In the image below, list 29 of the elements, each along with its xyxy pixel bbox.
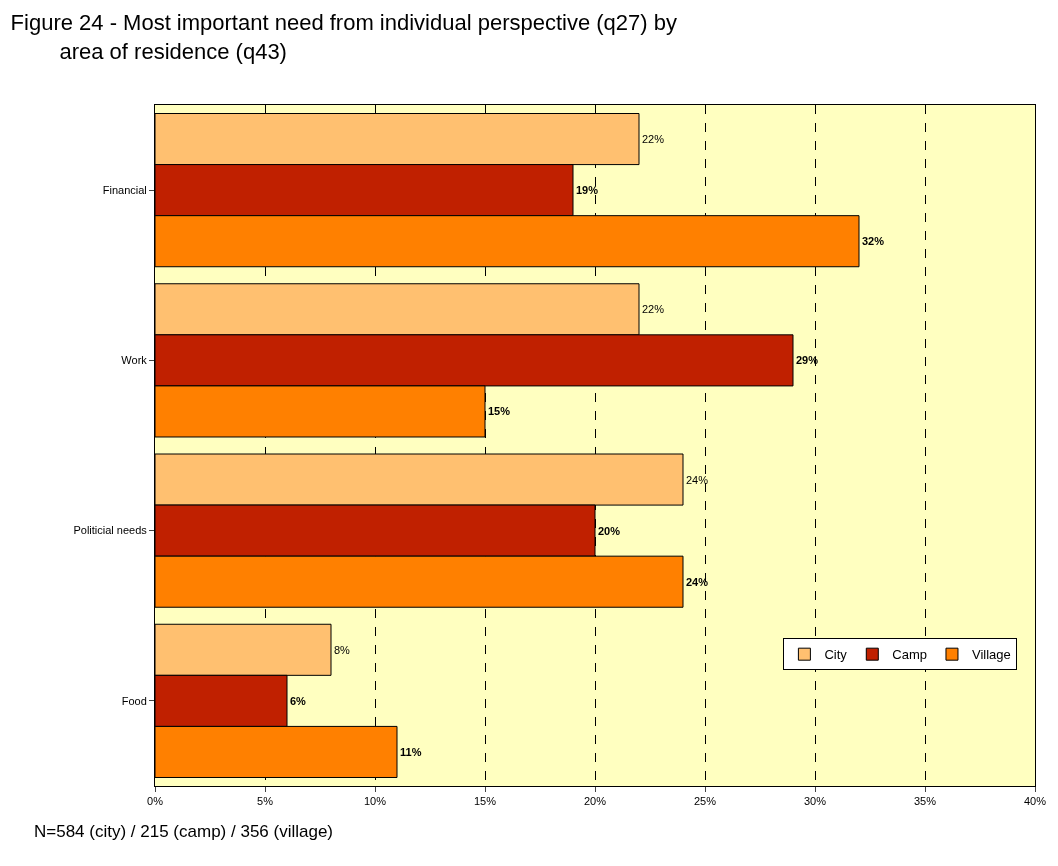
x-tick-label: 5% bbox=[257, 795, 274, 808]
x-tick-label: 10% bbox=[363, 795, 387, 808]
legend-label: City bbox=[824, 647, 848, 663]
x-tick-label: 0% bbox=[147, 795, 164, 808]
data-label: 32% bbox=[862, 235, 885, 248]
data-label: 8% bbox=[334, 643, 351, 656]
data-label: 22% bbox=[642, 303, 665, 316]
y-tick-label: Financial bbox=[102, 183, 147, 196]
x-tick-label: 20% bbox=[583, 795, 607, 808]
y-tick-label: Work bbox=[121, 354, 148, 367]
data-label: 11% bbox=[400, 745, 422, 758]
data-label: 15% bbox=[488, 405, 511, 418]
text: N=584 (city) / 215 (camp) / 356 (village) bbox=[34, 822, 334, 841]
x-tick-label: 25% bbox=[693, 795, 717, 808]
chart-title: Figure 24 - Most important need from individual perspective (q27) by area of residence (q43) bbox=[10, 10, 678, 64]
data-label: 19% bbox=[576, 184, 599, 197]
legend-label: Village bbox=[971, 647, 1011, 663]
x-tick-label: 35% bbox=[913, 795, 937, 808]
legend-label: Camp bbox=[892, 647, 927, 663]
data-label: 24% bbox=[686, 473, 709, 486]
y-tick-label: Food bbox=[121, 694, 147, 707]
data-label: 6% bbox=[290, 694, 307, 707]
y-tick-label: Politicial needs bbox=[73, 524, 148, 537]
data-label: 24% bbox=[686, 575, 709, 588]
x-tick-label: 15% bbox=[473, 795, 497, 808]
data-label: 20% bbox=[598, 524, 621, 537]
data-label: 22% bbox=[642, 133, 665, 146]
x-tick-label: 30% bbox=[803, 795, 827, 808]
x-tick-label: 40% bbox=[1023, 795, 1047, 808]
